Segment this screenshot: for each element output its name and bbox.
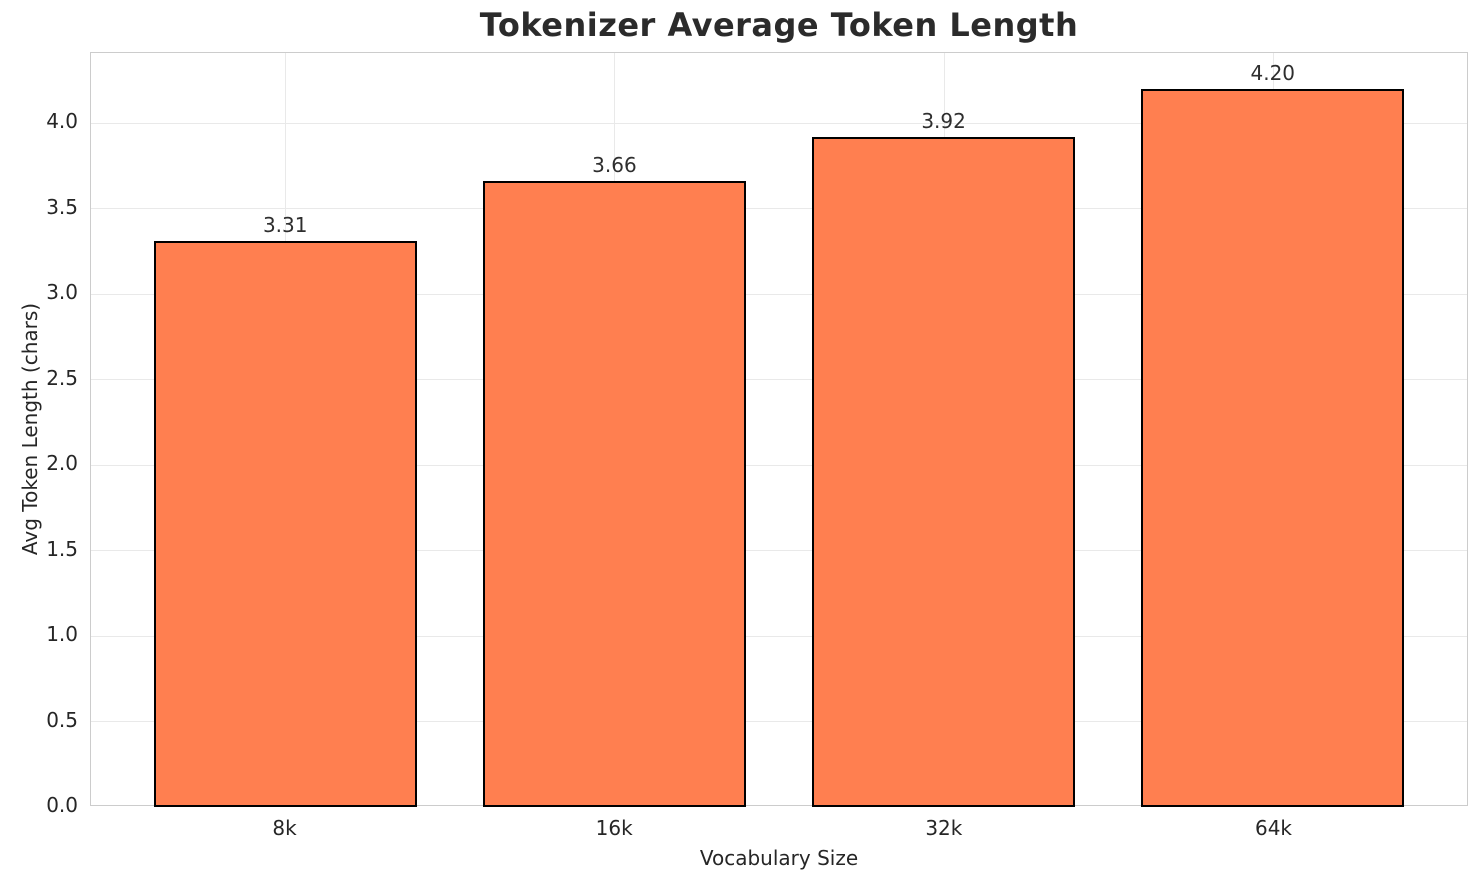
y-tick-label: 3.0	[46, 280, 78, 305]
x-tick-label-64k: 64k	[1254, 816, 1292, 840]
bar-8k	[153, 241, 417, 807]
y-gridline	[91, 635, 1467, 637]
y-tick-label: 0.0	[46, 793, 78, 817]
bar-value-label: 3.31	[262, 213, 308, 238]
y-tick-label: 1.5	[46, 536, 78, 561]
y-gridline	[91, 293, 1467, 295]
y-gridline	[91, 721, 1467, 722]
bar-value-label: 3.66	[592, 153, 637, 178]
x-tick-label-16k: 16k	[595, 816, 633, 840]
bar-16k	[482, 181, 747, 807]
y-tick-label: 0.5	[46, 707, 78, 732]
y-tick-label: 1.0	[46, 622, 78, 647]
y-gridline	[91, 122, 1467, 124]
y-tick-label: 4.0	[46, 109, 78, 134]
y-tick-label: 3.5	[46, 194, 78, 219]
bar-value-label: 3.92	[921, 108, 966, 133]
bar-value-label: 4.20	[1250, 60, 1296, 85]
y-gridline	[91, 379, 1467, 381]
y-tick-label: 2.0	[46, 451, 78, 476]
x-tick-label-32k: 32k	[925, 816, 963, 840]
plot-area: 3.31 3.66 3.92 4.20	[90, 52, 1468, 807]
chart-title: Tokenizer Average Token Length	[479, 6, 1079, 44]
y-gridline	[91, 208, 1467, 210]
y-gridline	[91, 464, 1467, 466]
bar-64k	[1141, 88, 1405, 807]
y-gridline	[91, 550, 1467, 552]
x-tick-label-8k: 8k	[272, 816, 297, 840]
y-tick-label: 2.5	[46, 365, 78, 390]
x-axis-label: Vocabulary Size	[699, 846, 859, 870]
bar-32k	[811, 136, 1076, 807]
